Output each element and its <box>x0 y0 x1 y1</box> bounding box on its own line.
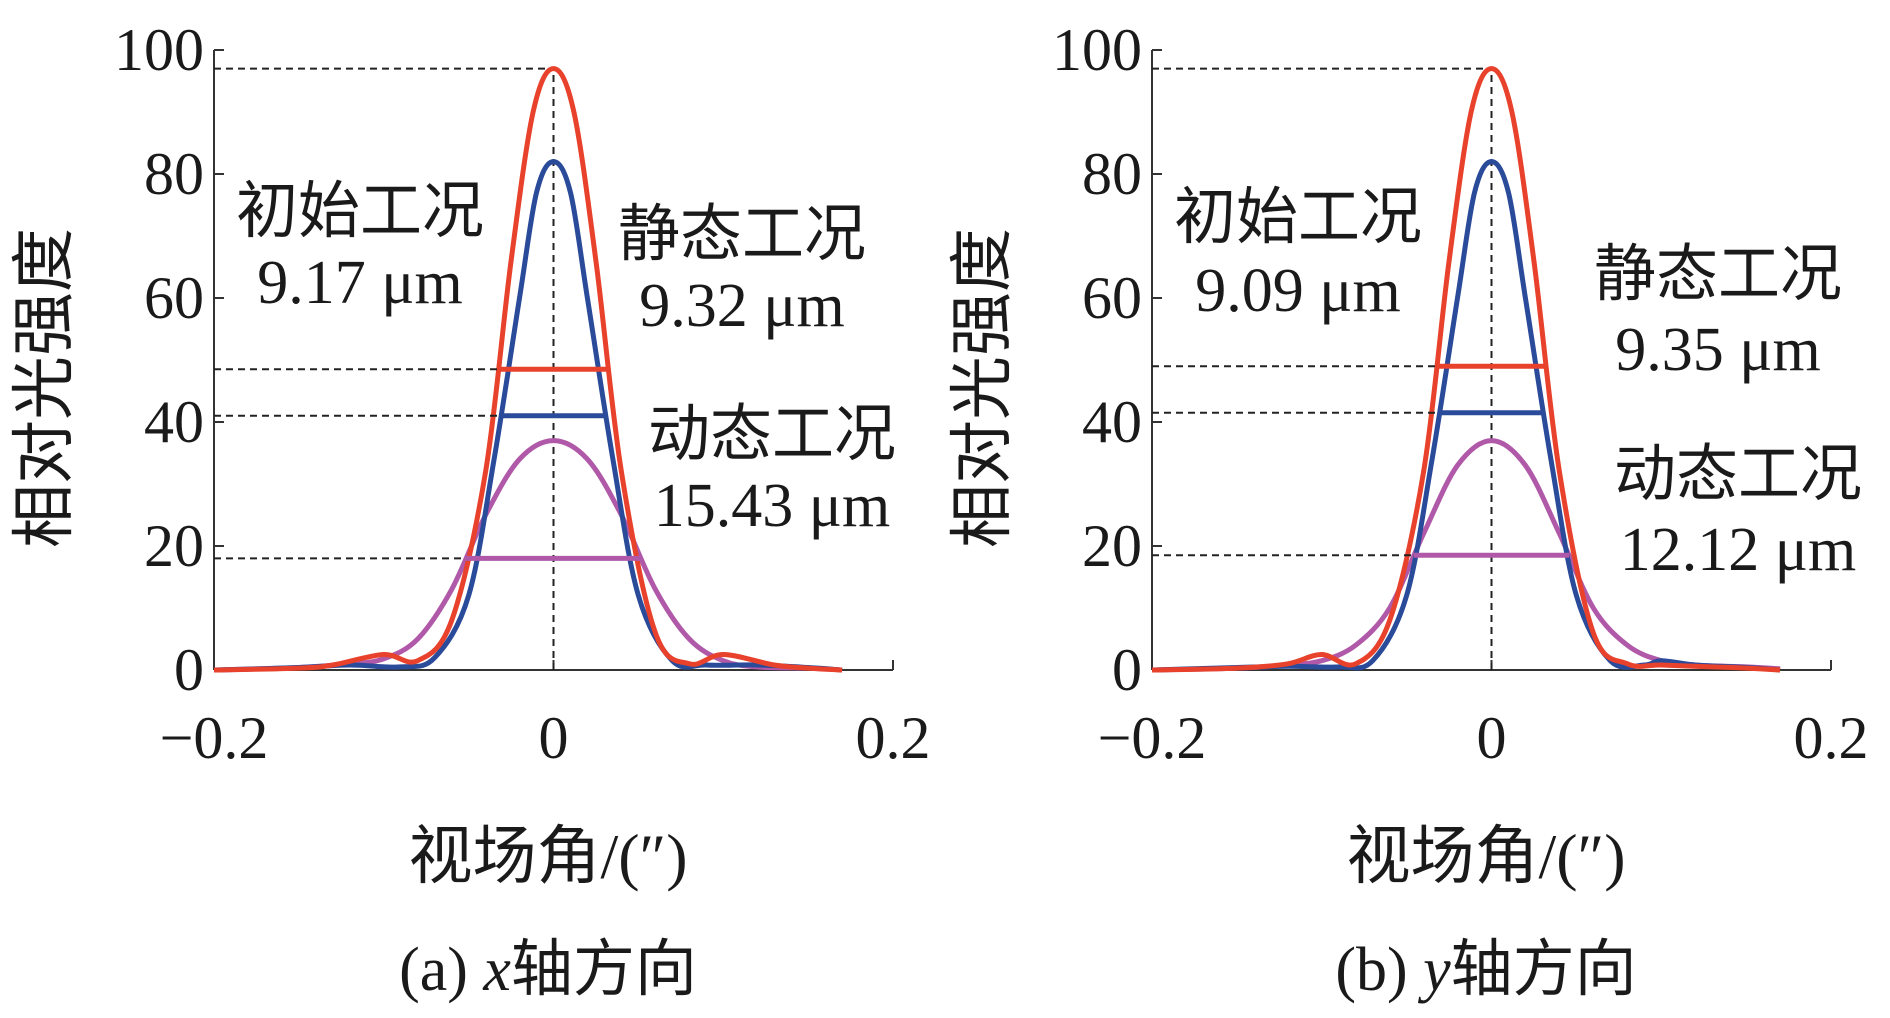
panel-a-annotation-initial-value: 9.17 μm <box>257 249 462 317</box>
panel-b-y-tick-label: 20 <box>1082 513 1142 579</box>
panel-a-annotation-static-value: 9.32 μm <box>639 272 844 340</box>
panel-b-caption-prefix: (b) <box>1335 936 1423 1004</box>
panel-b-y-tick-label: 80 <box>1082 141 1142 207</box>
panel-b-annotation-initial-label: 初始工况 <box>1174 184 1422 252</box>
panel-b-series-line-0 <box>1151 66 1781 673</box>
panel-a-annotation-dynamic-label: 动态工况 <box>648 401 896 469</box>
panel-b-x-tick-label: −0.2 <box>1098 705 1207 771</box>
panel-b-annotation-dynamic-label: 动态工况 <box>1614 441 1862 509</box>
panel-a-annotation-dynamic-value: 15.43 μm <box>654 472 890 540</box>
panel-a-series-line-1 <box>213 159 843 673</box>
panel-b-caption-axis: y <box>1417 936 1451 1004</box>
panel-b-x-tick-label: 0.2 <box>1794 705 1869 771</box>
panel-b-caption: (b) y轴方向 <box>1335 936 1636 1004</box>
panel-a-caption-axis: x <box>482 936 511 1004</box>
panel-b-y-axis-title: 相对光强度 <box>947 228 1018 548</box>
panel-a-annotation-initial-label: 初始工况 <box>236 178 484 246</box>
panel-b-y-tick-label: 60 <box>1082 265 1142 331</box>
panel-a-series-line-2 <box>213 438 843 673</box>
panel-a-x-tick-label: −0.2 <box>160 705 269 771</box>
panel-a-y-tick-label: 80 <box>144 141 204 207</box>
panel-b-y-tick-label: 0 <box>1112 637 1142 703</box>
panel-a-x-tick-label: 0.2 <box>856 705 931 771</box>
panel-a-y-tick-label: 60 <box>144 265 204 331</box>
panel-b-y-tick-label: 40 <box>1082 389 1142 455</box>
panel-a-y-tick-label: 100 <box>114 17 204 83</box>
panel-a-series-line-0 <box>213 66 843 673</box>
panel-a-caption-suffix: 轴方向 <box>511 936 697 1004</box>
panel-a-y-tick-label: 40 <box>144 389 204 455</box>
panel-b-annotation-static-value: 9.35 μm <box>1615 316 1820 384</box>
panel-b-x-axis-title: 视场角/(″) <box>1346 821 1625 892</box>
panel-a-x-tick-label: 0 <box>539 705 569 771</box>
panel-b-annotation-dynamic-value: 12.12 μm <box>1620 516 1856 584</box>
panel-b-annotation-initial-value: 9.09 μm <box>1195 257 1400 325</box>
panel-a-annotation-static-label: 静态工况 <box>618 201 866 269</box>
panel-a-y-axis-title: 相对光强度 <box>9 228 80 548</box>
panel-b-annotation-static-label: 静态工况 <box>1594 241 1842 309</box>
panel-a-caption-prefix: (a) <box>399 936 483 1004</box>
panel-a-caption: (a) x轴方向 <box>399 936 697 1004</box>
panel-b-x-tick-label: 0 <box>1477 705 1507 771</box>
panel-a-y-tick-label: 20 <box>144 513 204 579</box>
panel-b-y-tick-label: 100 <box>1052 17 1142 83</box>
panel-a-x-axis-title: 视场角/(″) <box>408 821 687 892</box>
panel-a-y-tick-label: 0 <box>174 637 204 703</box>
panel-b-caption-suffix: 轴方向 <box>1451 936 1637 1004</box>
